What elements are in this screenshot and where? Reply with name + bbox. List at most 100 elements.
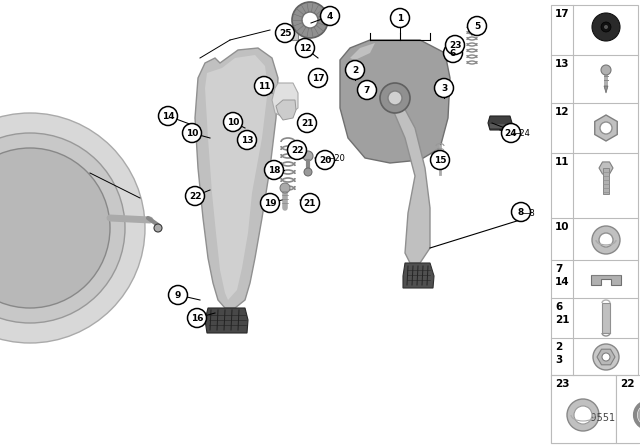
Text: 2: 2 [555, 342, 563, 352]
Circle shape [445, 35, 465, 55]
Circle shape [431, 151, 449, 169]
Circle shape [592, 226, 620, 254]
Text: —20: —20 [327, 154, 346, 163]
Text: 7: 7 [555, 264, 563, 274]
Circle shape [303, 151, 313, 161]
Circle shape [601, 65, 611, 75]
Polygon shape [591, 275, 621, 285]
Circle shape [380, 83, 410, 113]
Text: 4: 4 [327, 12, 333, 21]
Text: 16: 16 [191, 314, 204, 323]
Text: 23: 23 [449, 40, 461, 49]
Polygon shape [205, 308, 248, 333]
Text: 22: 22 [189, 191, 201, 201]
Circle shape [182, 124, 202, 142]
Text: 6: 6 [555, 302, 563, 312]
Circle shape [0, 148, 110, 308]
Text: 10: 10 [186, 129, 198, 138]
Text: 13: 13 [241, 135, 253, 145]
Circle shape [502, 124, 520, 142]
Text: 1: 1 [397, 13, 403, 22]
Circle shape [280, 183, 290, 193]
Text: 22: 22 [620, 379, 634, 389]
Text: 22: 22 [291, 146, 303, 155]
Text: 8: 8 [518, 207, 524, 216]
Circle shape [168, 285, 188, 305]
Circle shape [264, 160, 284, 180]
Bar [551, 5, 638, 443]
Text: 20: 20 [319, 155, 331, 164]
Polygon shape [604, 86, 608, 93]
Circle shape [388, 91, 402, 105]
Text: —24: —24 [512, 129, 531, 138]
Circle shape [346, 60, 365, 79]
Circle shape [435, 78, 454, 98]
Polygon shape [205, 55, 268, 300]
Text: 5: 5 [474, 22, 480, 30]
Bar [551, 375, 616, 443]
Polygon shape [488, 116, 512, 130]
Polygon shape [597, 349, 615, 365]
Circle shape [287, 141, 307, 159]
Circle shape [601, 22, 611, 32]
Circle shape [593, 344, 619, 370]
Bar [616, 375, 640, 443]
Text: 12: 12 [299, 43, 311, 52]
Circle shape [296, 39, 314, 57]
Circle shape [159, 107, 177, 125]
Text: 19: 19 [264, 198, 276, 207]
Circle shape [275, 23, 294, 43]
Text: 7: 7 [364, 86, 370, 95]
Text: 6: 6 [450, 48, 456, 57]
Polygon shape [599, 162, 613, 174]
Text: 10: 10 [555, 222, 570, 232]
Circle shape [298, 113, 317, 133]
Text: 9: 9 [175, 290, 181, 300]
Polygon shape [276, 100, 296, 120]
Circle shape [511, 202, 531, 221]
Polygon shape [595, 115, 617, 141]
Text: 21: 21 [555, 315, 570, 325]
Circle shape [574, 406, 592, 424]
Text: 23: 23 [555, 379, 570, 389]
Text: 25: 25 [279, 29, 291, 38]
Text: 21: 21 [304, 198, 316, 207]
Text: 2: 2 [352, 65, 358, 74]
Bar [603, 168, 609, 194]
Circle shape [567, 399, 599, 431]
Circle shape [604, 25, 608, 29]
Text: 3: 3 [441, 83, 447, 92]
Circle shape [390, 9, 410, 27]
Text: 11: 11 [258, 82, 270, 90]
Circle shape [0, 133, 125, 323]
Text: 17: 17 [312, 73, 324, 82]
Circle shape [599, 233, 613, 247]
Bar [604, 70, 608, 86]
Circle shape [0, 113, 145, 343]
Text: 17: 17 [555, 9, 570, 19]
Polygon shape [388, 100, 430, 263]
Circle shape [308, 69, 328, 87]
Circle shape [358, 81, 376, 99]
Circle shape [302, 12, 318, 28]
Text: 10: 10 [227, 117, 239, 126]
Polygon shape [272, 83, 298, 118]
Circle shape [321, 7, 339, 26]
Text: 11: 11 [555, 157, 570, 167]
Text: 13: 13 [555, 59, 570, 69]
Circle shape [237, 130, 257, 150]
Circle shape [602, 353, 610, 361]
Circle shape [260, 194, 280, 212]
Circle shape [304, 168, 312, 176]
Circle shape [186, 186, 205, 206]
Text: 479551: 479551 [579, 413, 616, 423]
Polygon shape [340, 40, 450, 163]
Circle shape [255, 77, 273, 95]
Text: 14: 14 [555, 277, 570, 287]
Text: 21: 21 [301, 119, 313, 128]
Text: 18: 18 [268, 165, 280, 175]
Text: 24: 24 [505, 129, 517, 138]
Circle shape [444, 43, 463, 63]
Circle shape [600, 122, 612, 134]
Circle shape [467, 17, 486, 35]
